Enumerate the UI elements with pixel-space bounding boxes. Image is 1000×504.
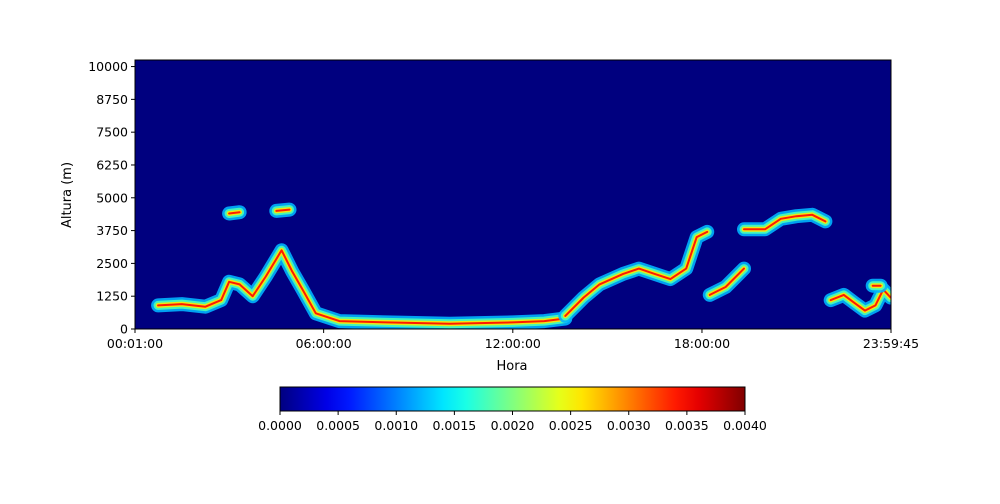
- colorbar-tick-label: 0.0015: [433, 418, 477, 433]
- layer-evening: [702, 261, 751, 302]
- layer-upper: [737, 207, 833, 237]
- colorbar: 0.0000 0.0005 0.0010 0.0015 0.0020 0.0025 0.00…: [258, 386, 767, 433]
- patch-2: [269, 202, 297, 218]
- y-tick-label: 8750: [96, 92, 128, 107]
- y-tick-label: 2500: [96, 256, 128, 271]
- colorbar-gradient: [279, 386, 746, 412]
- colorbar-tick-label: 0.0005: [316, 418, 360, 433]
- plot-area: [135, 60, 891, 329]
- y-tick-label: 6250: [96, 157, 128, 172]
- colorbar-tick-label: 0.0010: [374, 418, 418, 433]
- x-tick-label: 12:00:00: [485, 336, 541, 351]
- y-tick-label: 1250: [96, 289, 128, 304]
- layer-morning: [151, 243, 573, 329]
- colorbar-tick-label: 0.0030: [607, 418, 651, 433]
- y-tick-label: 5000: [96, 190, 128, 205]
- x-tick-label: 00:01:00: [107, 336, 163, 351]
- y-tick-label: 3750: [96, 223, 128, 238]
- patch-1: [222, 205, 247, 221]
- colorbar-tick-label: 0.0000: [258, 418, 302, 433]
- axes: 00:01:00 06:00:00 12:00:00 18:00:00 23:59:45…: [88, 59, 919, 351]
- x-axis-label: Hora: [496, 359, 527, 374]
- colorbar-tick-label: 0.0025: [549, 418, 593, 433]
- layer-afternoon: [558, 224, 715, 323]
- x-tick-label: 06:00:00: [296, 336, 352, 351]
- x-tick-label: 23:59:45: [863, 336, 919, 351]
- colorbar-tick-label: 0.0035: [665, 418, 709, 433]
- y-tick-label: 0: [120, 322, 128, 337]
- x-tick-label: 18:00:00: [674, 336, 730, 351]
- y-axis-label: Altura (m): [60, 162, 75, 228]
- colorbar-tick-label: 0.0040: [723, 418, 767, 433]
- colorbar-tick-label: 0.0020: [491, 418, 535, 433]
- y-tick-label: 10000: [88, 59, 128, 74]
- y-tick-label: 7500: [96, 125, 128, 140]
